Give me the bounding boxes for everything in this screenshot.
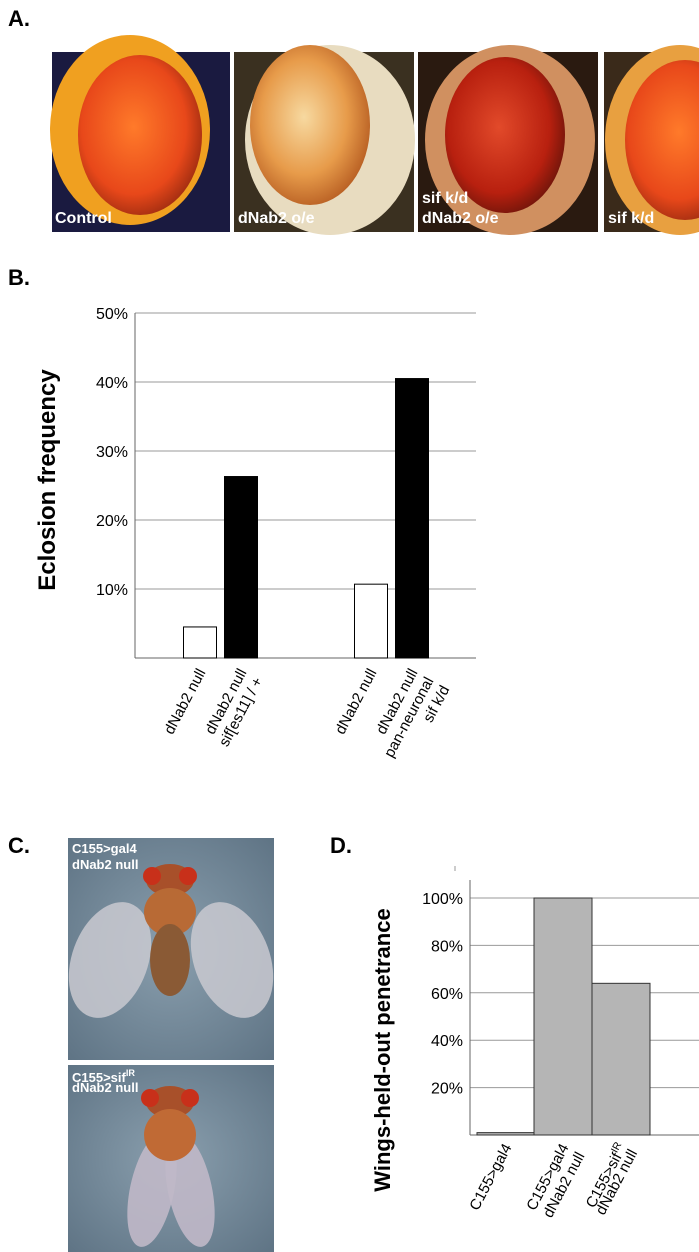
text-line: dNab2 o/e (238, 210, 315, 227)
x-tick-label: C155>gal4dNab2 null (523, 1141, 588, 1222)
bar (355, 584, 388, 658)
y-axis-title: Eclosion frequency (34, 369, 61, 591)
caption: Control (55, 210, 112, 227)
text-line: C155>gal4 (72, 841, 137, 856)
text-line: C155>gal4 (466, 1141, 515, 1213)
y-tick-label: 60% (431, 986, 463, 1003)
y-tick-label: 40% (96, 375, 128, 392)
figure: A. B. C. D. Control dNab2 o/e sif k/d dNab2… (0, 0, 699, 1252)
text-line: Control (55, 210, 112, 227)
y-tick-label: 20% (431, 1081, 463, 1098)
bar (184, 627, 217, 658)
superscript: IR (126, 1068, 136, 1078)
y-tick-label: 20% (96, 513, 128, 530)
y-tick-label: 100% (422, 891, 463, 908)
bar (396, 379, 429, 658)
y-tick-label: 30% (96, 444, 128, 461)
caption: dNab2 o/e (238, 210, 315, 227)
x-tick-label: C155>gal4 (466, 1141, 515, 1213)
bar (534, 898, 592, 1135)
x-tick-label: dNab2 nullpan-neuronalsif k/d (365, 666, 453, 769)
panel-label: B. (8, 265, 30, 290)
x-tick-label: dNab2 nullsif[es11] / + (200, 666, 267, 750)
text-line: dNab2 o/e (422, 210, 499, 227)
text-line: dNab2 null (72, 857, 138, 872)
panel-label: A. (8, 6, 30, 31)
fly-photos (54, 838, 288, 1252)
y-axis-title: Wings-held-out penetrance (370, 908, 395, 1191)
text-line: dNab2 null (72, 1080, 138, 1095)
text-line: sif k/d (422, 190, 468, 207)
bar (477, 1133, 535, 1135)
eye-photos (50, 35, 699, 235)
text-line: sif k/d (608, 210, 654, 227)
panel-label: C. (8, 833, 30, 858)
y-tick-label: 50% (96, 306, 128, 323)
y-tick-label: 80% (431, 938, 463, 955)
caption: sif k/d (608, 210, 654, 227)
y-tick-label: 10% (96, 582, 128, 599)
panel-label: D. (330, 833, 352, 858)
x-tick-label: C155>sifIRdNab2 null (580, 1140, 641, 1218)
bar (592, 983, 650, 1135)
y-tick-label: 40% (431, 1033, 463, 1050)
bar (225, 477, 258, 658)
